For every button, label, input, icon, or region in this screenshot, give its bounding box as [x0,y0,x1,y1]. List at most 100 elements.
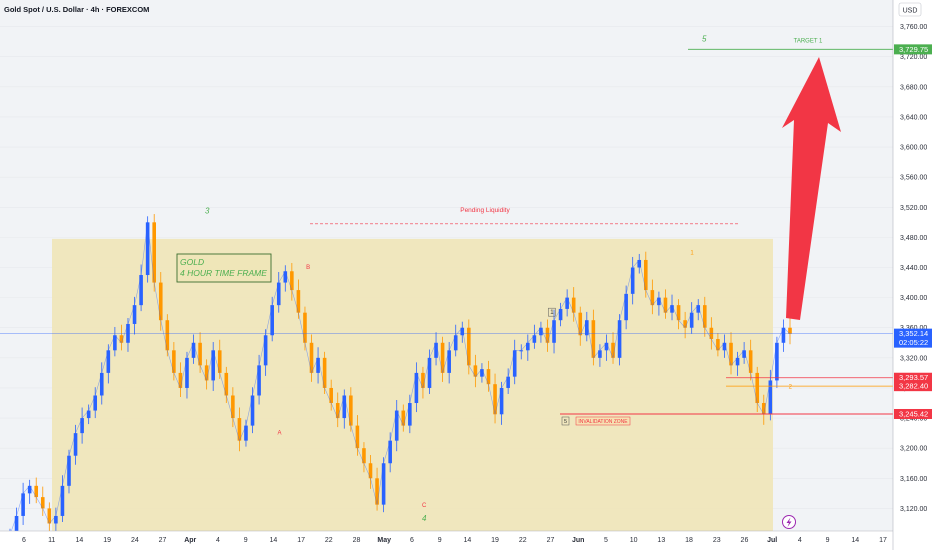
candle-body [467,327,471,366]
y-tick-label: 3,120.00 [900,506,927,513]
lightning-icon-glyph[interactable] [786,517,792,528]
candle [630,256,635,305]
invalidation-zone-label-group: INVALIDATION ZONE 5 [561,416,631,426]
candle-body [637,259,642,268]
y-tick-label: 3,680.00 [900,84,927,91]
price-badge-bg [894,408,932,419]
candle [676,299,681,330]
candle-body [73,433,78,456]
candle [283,265,288,292]
candle [335,392,340,428]
x-tick-label: 19 [103,537,111,544]
candle-body [290,271,294,291]
currency-badge: USD [898,2,922,17]
candle [257,354,261,405]
x-tick-label: May [377,537,391,544]
candle [427,349,432,394]
candle-body [781,327,786,343]
candle [578,306,583,346]
candle [735,351,740,376]
candle [493,373,497,424]
candle [224,366,229,404]
candle [329,379,333,411]
candle-body [60,485,65,516]
candle [486,360,491,392]
candle-body [224,372,229,396]
candle [152,214,157,292]
candle [394,400,399,452]
candle [185,351,189,399]
candle-body [539,327,543,336]
y-tick-label: 3,480.00 [900,235,927,242]
candle-body [178,372,183,388]
y-tick-label: 3,200.00 [900,446,927,453]
y-tick-label: 3,240.00 [900,416,927,423]
candle-body [139,275,143,306]
candle-body [643,259,648,291]
candle [775,336,779,388]
candle-body [355,425,360,449]
candle [178,362,183,397]
candle-series [8,214,792,546]
price-badge-text: 3,352.14 [899,329,928,338]
candle [145,216,150,283]
time-axis-ticks: 6 11 14 19 24 27 Apr 4 9 14 17 22 28 May 6 9 14 19 22 27 Jun… [22,537,887,544]
candle-body [702,305,707,328]
candle-body [506,376,510,388]
x-tick-label: 27 [159,537,167,544]
candle-body [775,342,779,381]
invalidation-box [575,416,631,426]
candle-body [309,342,314,373]
candle-body [152,222,157,283]
candle-body [217,350,222,373]
y-tick-label: 3,320.00 [900,355,927,362]
candle [99,362,104,405]
y-tick-label: 3,560.00 [900,175,927,182]
candle-body [185,357,189,388]
candle-body [598,350,602,358]
candle [60,475,65,522]
price-badge-text: 3,293.57 [899,373,928,382]
lightning-icon[interactable] [782,515,796,529]
candle-body [14,515,19,535]
candle-body [21,493,25,516]
candle [86,404,91,425]
candle [237,407,242,452]
price-badge: 3,282.40 [894,381,932,392]
candle [191,334,196,364]
candle-body [54,515,58,524]
candle-body [663,297,668,313]
candle-body [80,418,84,434]
candle-body [270,305,274,336]
candle [480,363,484,383]
candle [696,299,701,321]
wave-label-B-1: B [306,265,310,271]
x-tick-label: 9 [438,537,442,544]
candle-body [119,335,124,343]
candle [368,454,373,489]
candle-body [204,365,209,381]
candle [132,296,137,335]
x-tick-label: 17 [879,537,887,544]
candle [571,287,576,322]
price-axis-bg [893,0,932,550]
candle [93,387,98,419]
candle [650,279,655,315]
candle [434,332,438,366]
wave-label-A-2: A [278,431,282,437]
x-tick-label: 14 [269,537,277,544]
candle [788,317,792,345]
candle-body [381,463,386,505]
candle [276,272,281,313]
y-tick-label: 3,440.00 [900,265,927,272]
candle-body [394,410,399,441]
candle-body [447,350,451,373]
price-badge-countdown: 02:05:22 [899,338,928,347]
candle-body [244,425,248,441]
candle [539,321,543,343]
candle-body [113,335,117,351]
candle [421,366,425,399]
